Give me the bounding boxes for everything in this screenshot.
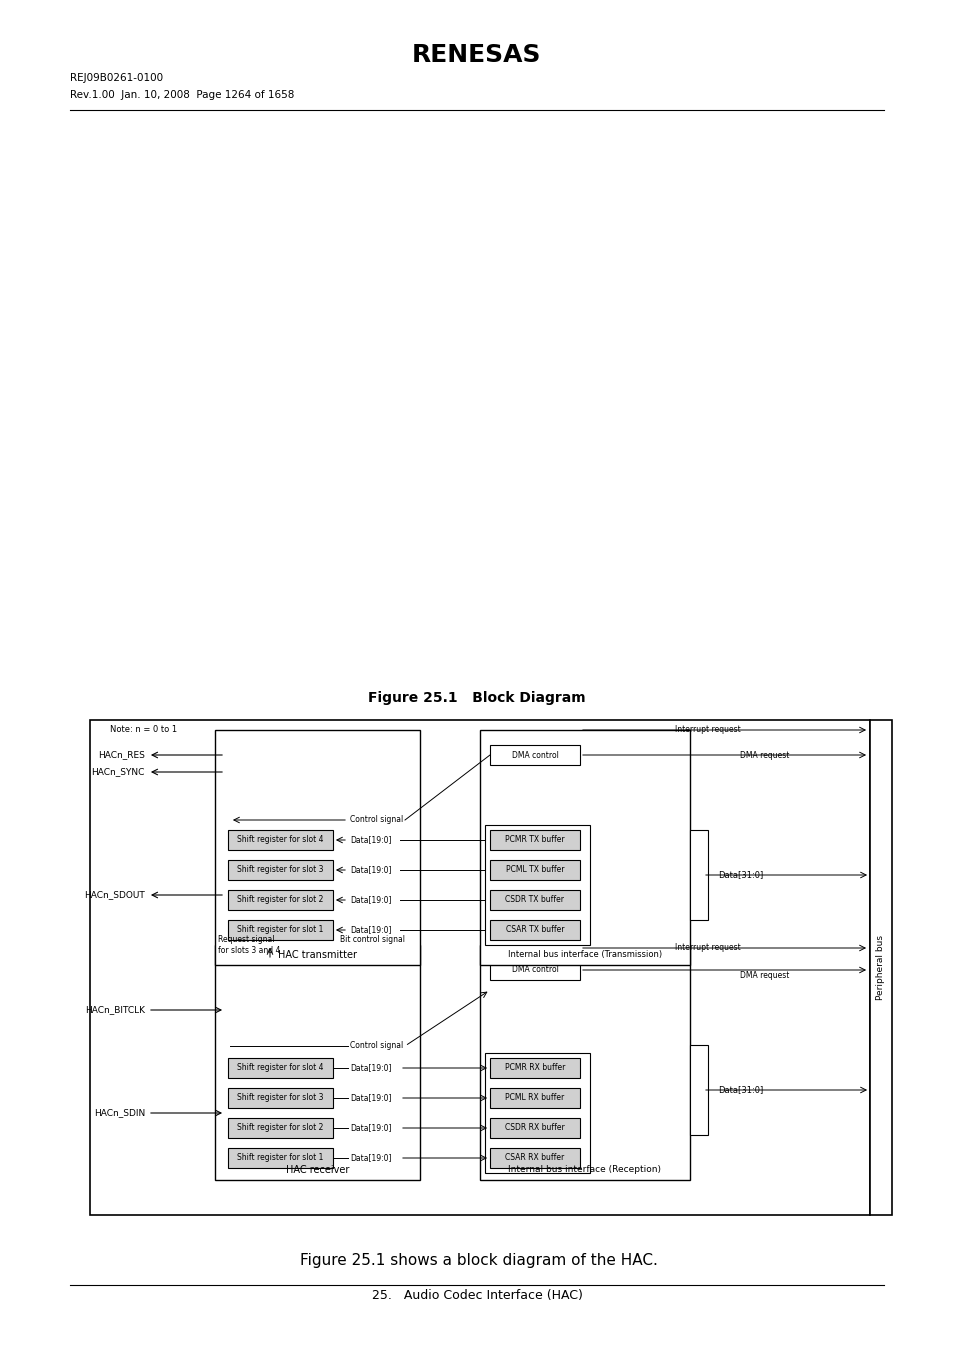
FancyBboxPatch shape xyxy=(228,830,333,850)
FancyBboxPatch shape xyxy=(490,745,579,765)
Text: CSAR RX buffer: CSAR RX buffer xyxy=(505,1153,564,1162)
Text: 25.   Audio Codec Interface (HAC): 25. Audio Codec Interface (HAC) xyxy=(371,1288,582,1301)
Text: HACn_SDIN: HACn_SDIN xyxy=(93,1108,145,1118)
Text: RENESAS: RENESAS xyxy=(412,43,541,68)
FancyBboxPatch shape xyxy=(490,1058,579,1079)
Text: Figure 25.1   Block Diagram: Figure 25.1 Block Diagram xyxy=(368,691,585,705)
FancyBboxPatch shape xyxy=(490,1088,579,1108)
FancyBboxPatch shape xyxy=(689,830,707,919)
FancyBboxPatch shape xyxy=(490,1148,579,1168)
Text: Data[19:0]: Data[19:0] xyxy=(350,1064,391,1072)
Text: Shift register for slot 2: Shift register for slot 2 xyxy=(237,895,323,905)
FancyBboxPatch shape xyxy=(479,730,689,965)
Text: Data[19:0]: Data[19:0] xyxy=(350,865,391,875)
Text: DMA control: DMA control xyxy=(511,751,558,760)
Text: Bit control signal: Bit control signal xyxy=(339,936,405,945)
Text: Shift register for slot 4: Shift register for slot 4 xyxy=(237,836,323,845)
Text: HACn_SDOUT: HACn_SDOUT xyxy=(84,891,145,899)
Text: REJ09B0261-0100: REJ09B0261-0100 xyxy=(70,73,163,82)
Text: Request signal
for slots 3 and 4: Request signal for slots 3 and 4 xyxy=(218,936,280,954)
Text: Internal bus interface (Transmission): Internal bus interface (Transmission) xyxy=(507,950,661,960)
FancyBboxPatch shape xyxy=(689,1045,707,1135)
Text: Peripheral bus: Peripheral bus xyxy=(876,936,884,1000)
FancyBboxPatch shape xyxy=(214,945,419,1180)
Text: Shift register for slot 3: Shift register for slot 3 xyxy=(237,865,323,875)
FancyBboxPatch shape xyxy=(490,919,579,940)
Text: Shift register for slot 2: Shift register for slot 2 xyxy=(237,1123,323,1133)
Text: CSDR TX buffer: CSDR TX buffer xyxy=(505,895,564,905)
FancyBboxPatch shape xyxy=(490,890,579,910)
Text: Data[19:0]: Data[19:0] xyxy=(350,836,391,845)
Text: Interrupt request: Interrupt request xyxy=(675,944,740,953)
FancyBboxPatch shape xyxy=(214,730,419,965)
Text: PCML RX buffer: PCML RX buffer xyxy=(505,1094,564,1103)
Text: PCMR TX buffer: PCMR TX buffer xyxy=(505,836,564,845)
FancyBboxPatch shape xyxy=(869,720,891,1215)
Text: DMA request: DMA request xyxy=(740,751,788,760)
FancyBboxPatch shape xyxy=(490,1118,579,1138)
Text: Control signal: Control signal xyxy=(350,815,403,825)
Text: Internal bus interface (Reception): Internal bus interface (Reception) xyxy=(508,1165,660,1174)
Text: Interrupt request: Interrupt request xyxy=(675,725,740,734)
Text: PCML TX buffer: PCML TX buffer xyxy=(505,865,563,875)
FancyBboxPatch shape xyxy=(228,919,333,940)
FancyBboxPatch shape xyxy=(228,860,333,880)
FancyBboxPatch shape xyxy=(228,1118,333,1138)
Text: Data[19:0]: Data[19:0] xyxy=(350,1123,391,1133)
Text: HAC receiver: HAC receiver xyxy=(286,1165,349,1174)
Text: DMA control: DMA control xyxy=(511,965,558,975)
Text: CSDR RX buffer: CSDR RX buffer xyxy=(504,1123,564,1133)
Text: Rev.1.00  Jan. 10, 2008  Page 1264 of 1658: Rev.1.00 Jan. 10, 2008 Page 1264 of 1658 xyxy=(70,90,294,100)
FancyBboxPatch shape xyxy=(228,1058,333,1079)
Text: HACn_RES: HACn_RES xyxy=(98,751,145,760)
Text: Data[19:0]: Data[19:0] xyxy=(350,1153,391,1162)
Text: Shift register for slot 1: Shift register for slot 1 xyxy=(237,1153,323,1162)
Text: CSAR TX buffer: CSAR TX buffer xyxy=(505,926,563,934)
Text: Note: n = 0 to 1: Note: n = 0 to 1 xyxy=(110,725,177,734)
Text: PCMR RX buffer: PCMR RX buffer xyxy=(504,1064,564,1072)
Text: Data[31:0]: Data[31:0] xyxy=(718,871,762,879)
Text: Data[31:0]: Data[31:0] xyxy=(718,1085,762,1095)
FancyBboxPatch shape xyxy=(228,1088,333,1108)
FancyBboxPatch shape xyxy=(90,720,869,1215)
Text: Data[19:0]: Data[19:0] xyxy=(350,926,391,934)
Text: HACn_BITCLK: HACn_BITCLK xyxy=(85,1006,145,1014)
Text: HACn_SYNC: HACn_SYNC xyxy=(91,768,145,776)
Text: Data[19:0]: Data[19:0] xyxy=(350,895,391,905)
FancyBboxPatch shape xyxy=(479,945,689,1180)
FancyBboxPatch shape xyxy=(228,1148,333,1168)
Text: Data[19:0]: Data[19:0] xyxy=(350,1094,391,1103)
Text: DMA request: DMA request xyxy=(740,971,788,980)
FancyBboxPatch shape xyxy=(490,830,579,850)
FancyBboxPatch shape xyxy=(490,960,579,980)
Text: Figure 25.1 shows a block diagram of the HAC.: Figure 25.1 shows a block diagram of the… xyxy=(299,1253,658,1268)
Text: Control signal: Control signal xyxy=(350,1041,403,1050)
Text: HAC transmitter: HAC transmitter xyxy=(277,950,356,960)
FancyBboxPatch shape xyxy=(490,860,579,880)
Text: Shift register for slot 1: Shift register for slot 1 xyxy=(237,926,323,934)
FancyBboxPatch shape xyxy=(228,890,333,910)
Text: Shift register for slot 4: Shift register for slot 4 xyxy=(237,1064,323,1072)
Text: Shift register for slot 3: Shift register for slot 3 xyxy=(237,1094,323,1103)
